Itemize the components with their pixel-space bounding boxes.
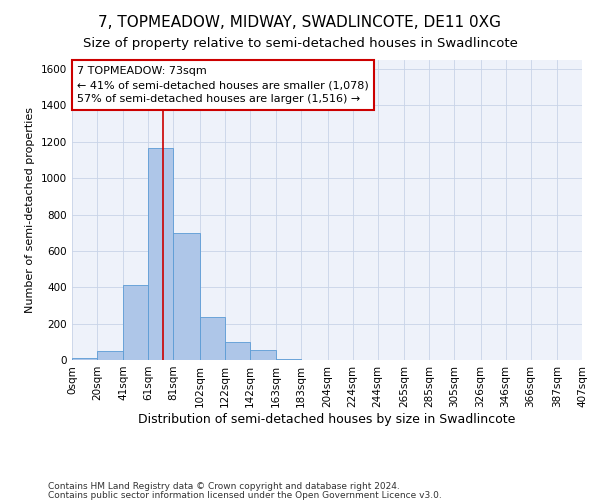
Bar [97,351,124,360]
Text: 7 TOPMEADOW: 73sqm
← 41% of semi-detached houses are smaller (1,078)
57% of semi: 7 TOPMEADOW: 73sqm ← 41% of semi-detache… [77,66,369,104]
Bar [124,284,148,360]
Bar [276,359,301,360]
X-axis label: Distribution of semi-detached houses by size in Swadlincote: Distribution of semi-detached houses by … [139,412,515,426]
Bar [200,318,225,360]
Bar [72,358,97,360]
Text: Contains HM Land Registry data © Crown copyright and database right 2024.: Contains HM Land Registry data © Crown c… [48,482,400,491]
Text: Size of property relative to semi-detached houses in Swadlincote: Size of property relative to semi-detach… [83,38,517,51]
Y-axis label: Number of semi-detached properties: Number of semi-detached properties [25,107,35,313]
Text: 7, TOPMEADOW, MIDWAY, SWADLINCOTE, DE11 0XG: 7, TOPMEADOW, MIDWAY, SWADLINCOTE, DE11 … [98,15,502,30]
Bar [173,232,200,360]
Bar [250,350,276,360]
Text: Contains public sector information licensed under the Open Government Licence v3: Contains public sector information licen… [48,490,442,500]
Bar [225,342,250,360]
Bar [148,148,173,360]
